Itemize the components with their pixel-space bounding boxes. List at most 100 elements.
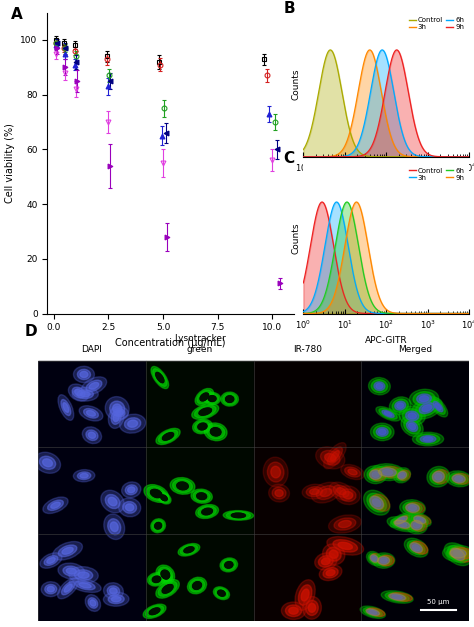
Bar xyxy=(146,361,254,448)
Ellipse shape xyxy=(267,462,284,482)
Ellipse shape xyxy=(409,423,416,429)
9h xyxy=(466,310,472,317)
Ellipse shape xyxy=(413,392,435,406)
Ellipse shape xyxy=(410,542,423,553)
6h xyxy=(301,310,306,317)
Ellipse shape xyxy=(82,427,101,443)
Ellipse shape xyxy=(215,588,228,598)
Ellipse shape xyxy=(51,502,60,508)
Bar xyxy=(38,448,146,534)
Ellipse shape xyxy=(398,472,406,479)
Ellipse shape xyxy=(338,542,352,549)
Ellipse shape xyxy=(45,584,57,594)
Ellipse shape xyxy=(158,430,178,443)
Ellipse shape xyxy=(333,485,349,497)
Ellipse shape xyxy=(368,553,380,564)
Text: Merged: Merged xyxy=(398,345,432,354)
3h xyxy=(462,153,467,161)
Ellipse shape xyxy=(399,470,410,480)
6h xyxy=(431,153,437,161)
6h xyxy=(462,310,467,317)
Control xyxy=(328,46,333,54)
Ellipse shape xyxy=(218,590,225,596)
Ellipse shape xyxy=(433,401,443,412)
Ellipse shape xyxy=(387,517,417,532)
6h xyxy=(377,49,383,56)
Ellipse shape xyxy=(366,551,382,566)
Ellipse shape xyxy=(381,591,413,603)
Ellipse shape xyxy=(144,485,168,502)
Ellipse shape xyxy=(399,406,425,426)
Ellipse shape xyxy=(435,403,441,410)
Ellipse shape xyxy=(146,487,166,500)
Ellipse shape xyxy=(77,472,91,480)
Ellipse shape xyxy=(113,414,119,421)
Control xyxy=(381,310,387,317)
Control xyxy=(462,153,467,161)
Ellipse shape xyxy=(435,473,442,480)
Ellipse shape xyxy=(407,421,418,431)
Ellipse shape xyxy=(415,400,438,416)
9h xyxy=(431,310,437,317)
Ellipse shape xyxy=(39,456,55,470)
6h xyxy=(462,153,467,161)
Ellipse shape xyxy=(393,515,410,525)
Ellipse shape xyxy=(455,477,463,482)
9h xyxy=(301,310,306,317)
6h xyxy=(379,46,385,54)
Ellipse shape xyxy=(159,571,171,581)
Ellipse shape xyxy=(388,593,406,601)
Ellipse shape xyxy=(69,567,98,584)
Ellipse shape xyxy=(108,407,124,428)
Ellipse shape xyxy=(311,482,341,503)
Ellipse shape xyxy=(394,520,410,528)
Ellipse shape xyxy=(69,578,101,593)
Ellipse shape xyxy=(360,606,385,618)
Ellipse shape xyxy=(364,466,387,483)
Ellipse shape xyxy=(162,573,168,579)
Ellipse shape xyxy=(383,470,393,475)
Ellipse shape xyxy=(58,563,85,579)
Ellipse shape xyxy=(85,594,100,611)
Ellipse shape xyxy=(400,473,405,478)
Ellipse shape xyxy=(149,608,160,614)
Ellipse shape xyxy=(367,493,386,512)
Ellipse shape xyxy=(416,434,440,444)
Ellipse shape xyxy=(363,608,383,617)
Ellipse shape xyxy=(419,396,428,402)
Bar xyxy=(38,361,146,448)
Ellipse shape xyxy=(210,428,221,436)
Ellipse shape xyxy=(188,577,207,594)
Ellipse shape xyxy=(453,475,465,483)
Ellipse shape xyxy=(371,423,394,441)
Ellipse shape xyxy=(327,537,364,555)
Ellipse shape xyxy=(302,484,327,499)
9h xyxy=(431,152,437,160)
Ellipse shape xyxy=(390,593,412,601)
Ellipse shape xyxy=(223,394,237,404)
Ellipse shape xyxy=(197,390,212,404)
9h xyxy=(309,310,315,317)
Ellipse shape xyxy=(402,409,422,423)
Bar xyxy=(361,534,469,621)
Bar xyxy=(254,361,361,448)
Ellipse shape xyxy=(197,493,206,499)
Control xyxy=(319,198,325,206)
Ellipse shape xyxy=(209,396,216,401)
Line: Control: Control xyxy=(303,202,469,314)
Ellipse shape xyxy=(392,595,402,599)
Ellipse shape xyxy=(369,470,382,480)
Ellipse shape xyxy=(450,548,465,561)
3h xyxy=(462,153,467,161)
Y-axis label: Counts: Counts xyxy=(292,223,301,254)
9h xyxy=(466,153,472,161)
Ellipse shape xyxy=(422,405,432,411)
Bar xyxy=(361,448,469,534)
Ellipse shape xyxy=(412,432,444,446)
Ellipse shape xyxy=(301,589,309,601)
Control xyxy=(466,153,472,161)
Ellipse shape xyxy=(86,380,102,391)
Ellipse shape xyxy=(397,522,407,527)
Ellipse shape xyxy=(302,596,321,619)
9h xyxy=(462,310,467,317)
